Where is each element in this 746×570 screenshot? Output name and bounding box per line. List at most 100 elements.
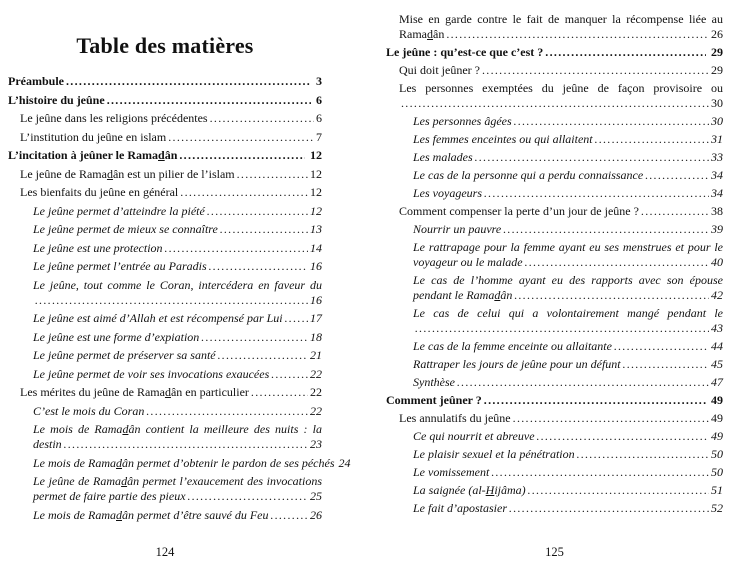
dot-leader: ........................................… xyxy=(168,129,314,144)
toc-entry: Le cas de celui qui a volontairement man… xyxy=(386,306,723,336)
toc-entry-text: Le jeûne dans les religions précédentes xyxy=(20,111,208,125)
dot-leader: ........................................… xyxy=(250,385,308,399)
toc-entry: Comment compenser la perte d’un jour de … xyxy=(386,204,723,219)
toc-entry: Le plaisir sexuel et la pénétration.....… xyxy=(386,447,723,462)
toc-entry-leader-row: Nourrir un pauvre.......................… xyxy=(413,222,723,237)
toc-entry-text: Le jeûne de Ramadân permet l’exaucement … xyxy=(33,474,322,488)
toc-entry-leader-row: Les personnes âgées.....................… xyxy=(413,114,723,129)
dot-leader: ........................................… xyxy=(536,429,709,443)
toc-entry: Le jeûne est une forme d’expiation......… xyxy=(8,330,322,345)
dot-leader: ........................................… xyxy=(179,148,305,162)
toc-entry: Le fait d’apostasier....................… xyxy=(386,501,723,516)
toc-entry-leader-row: Synthèse................................… xyxy=(413,375,723,390)
toc-entry-text: Les bienfaits du jeûne en général xyxy=(20,185,179,199)
toc-entry-page-number: 26 xyxy=(310,507,322,522)
toc-entry-text: Comment compenser la perte d’un jour de … xyxy=(399,204,639,218)
toc-entry-leader-row: L’incitation à jeûner le Ramadân........… xyxy=(8,148,322,163)
toc-entries-right: Mise en garde contre le fait de manquer … xyxy=(386,12,723,519)
toc-entry-page-number: 22 xyxy=(310,366,322,381)
toc-entry-page-number: 16 xyxy=(310,292,322,307)
toc-entry-leader-row: La saignée (al-Hijâma)..................… xyxy=(413,483,723,498)
toc-entry-text: Le jeûne permet de voir ses invocations … xyxy=(33,366,270,381)
toc-entry-page-number: 49 xyxy=(711,411,723,425)
toc-entry: La saignée (al-Hijâma)..................… xyxy=(386,483,723,498)
page-number-left: 124 xyxy=(155,545,175,559)
toc-entry-leader-row: Le jeûne est une protection.............… xyxy=(33,241,322,256)
dot-leader: ........................................… xyxy=(622,357,709,371)
dot-leader: ........................................… xyxy=(106,92,311,107)
toc-entry-text: Le cas de celui qui a volontairement man… xyxy=(413,306,723,320)
toc-entry-text: Le cas de l’homme ayant eu des rapports … xyxy=(413,273,723,287)
toc-entry: Nourrir un pauvre.......................… xyxy=(386,222,723,237)
toc-entry: Le jeûne permet de voir ses invocations … xyxy=(8,367,322,382)
toc-entry-text: Ce qui nourrit et abreuve xyxy=(413,429,535,443)
toc-entry-page-number: 17 xyxy=(310,311,322,325)
toc-entry-text: Le jeûne est une protection xyxy=(33,240,163,255)
toc-entry: Le jeûne de Ramadân est un pilier de l’i… xyxy=(8,167,322,182)
toc-entry-leader-row: Préambule...............................… xyxy=(8,74,322,89)
dot-leader: ........................................… xyxy=(594,132,709,146)
toc-entry-page-number: 6 xyxy=(316,92,322,107)
toc-entry-text: Le rattrapage pour la femme ayant eu ses… xyxy=(413,240,723,254)
toc-entry: Le jeûne de Ramadân permet l’exaucement … xyxy=(8,474,322,504)
dot-leader: ........................................… xyxy=(201,329,308,344)
toc-entry-text: C’est le mois du Coran xyxy=(33,403,145,418)
toc-entry-text: Le jeûne : qu’est-ce que c’est ? xyxy=(386,45,544,59)
dot-leader: ........................................… xyxy=(524,255,709,269)
dot-leader: ........................................… xyxy=(63,437,308,451)
toc-entry: C’est le mois du Coran..................… xyxy=(8,404,322,419)
toc-entry-page-number: 18 xyxy=(310,329,322,344)
toc-entry-leader-row: Le jeûne dans les religions précédentes.… xyxy=(20,111,322,126)
toc-entry-text: Les personnes exemptées du jeûne de faço… xyxy=(399,81,723,95)
toc-entry-text: Le plaisir sexuel et la pénétration xyxy=(413,447,575,461)
toc-entry-leader-row: Le jeûne est aimé d’Allah et est récompe… xyxy=(33,311,322,326)
toc-entry-leader-row: L’institution du jeûne en islam.........… xyxy=(20,130,322,145)
toc-entry-text: Le mois de Ramadân permet d’obtenir le p… xyxy=(33,455,335,470)
toc-entry-page-number: 44 xyxy=(711,339,723,353)
toc-entry-leader-row: Les annulatifs du jeûne.................… xyxy=(399,411,723,426)
toc-entry-leader-row: Les mérites du jeûne de Ramadân en parti… xyxy=(20,385,322,400)
toc-entry-leader-row: Rattraper les jours de jeûne pour un déf… xyxy=(413,357,723,372)
toc-entry-page-number: 38 xyxy=(711,204,723,218)
dot-leader: ........................................… xyxy=(474,150,709,164)
toc-entry-leader-row: Le plaisir sexuel et la pénétration.....… xyxy=(413,447,723,462)
toc-entry: Le cas de l’homme ayant eu des rapports … xyxy=(386,273,723,303)
toc-entry-page-number: 23 xyxy=(310,437,322,451)
toc-entry-leader-row: Le jeûne est une forme d’expiation......… xyxy=(33,330,322,345)
toc-entry-text: Rattraper les jours de jeûne pour un déf… xyxy=(413,357,621,371)
dot-leader: ........................................… xyxy=(576,447,709,461)
toc-entry-page-number: 39 xyxy=(711,222,723,236)
toc-entry-leader-row: Le jeûne de Ramadân est un pilier de l’i… xyxy=(20,167,322,182)
dot-leader: ........................................… xyxy=(401,96,709,110)
toc-entry: Le jeûne : qu’est-ce que c’est ?........… xyxy=(386,45,723,60)
toc-entry-text: Le jeûne permet d’atteindre la piété xyxy=(33,203,205,218)
dot-leader: ........................................… xyxy=(187,489,308,503)
toc-entry: Le jeûne, tout comme le Coran, intercéde… xyxy=(8,278,322,308)
toc-entry-page-number: 25 xyxy=(310,489,322,503)
toc-entry: L’incitation à jeûner le Ramadân........… xyxy=(8,148,322,163)
toc-entry-page-number: 12 xyxy=(310,148,322,162)
toc-entry-page-number: 12 xyxy=(310,203,322,218)
toc-entry: Ce qui nourrit et abreuve...............… xyxy=(386,429,723,444)
toc-entry-page-number: 6 xyxy=(316,111,322,125)
toc-entry-leader-row: Le jeûne : qu’est-ce que c’est ?........… xyxy=(386,45,723,60)
toc-entry-leader-row: Le jeûne permet de voir ses invocations … xyxy=(33,367,322,382)
toc-entry: Le cas de la femme enceinte ou allaitant… xyxy=(386,339,723,354)
toc-entry-page-number: 29 xyxy=(711,45,723,59)
toc-entry: Les personnes exemptées du jeûne de faço… xyxy=(386,81,723,111)
toc-entry-page-number: 34 xyxy=(711,168,723,182)
toc-entry-leader-row: Les femmes enceintes ou qui allaitent...… xyxy=(413,132,723,147)
dot-leader: ........................................… xyxy=(236,166,308,181)
toc-entry-leader-row: Le mois de Ramadân permet d’être sauvé d… xyxy=(33,508,322,523)
toc-entry-page-number: 34 xyxy=(711,186,723,200)
toc-entry: Les femmes enceintes ou qui allaitent...… xyxy=(386,132,723,147)
toc-entry: Les bienfaits du jeûne en général.......… xyxy=(8,185,322,200)
dot-leader: ........................................… xyxy=(217,348,308,362)
toc-entry: Le rattrapage pour la femme ayant eu ses… xyxy=(386,240,723,270)
toc-entry-leader-row: Le cas de la femme enceinte ou allaitant… xyxy=(413,339,723,354)
toc-entry: Le mois de Ramadân contient la meilleure… xyxy=(8,422,322,452)
toc-entry-text: Les annulatifs du jeûne xyxy=(399,411,511,425)
dot-leader: ........................................… xyxy=(206,203,308,218)
toc-entry-page-number: 31 xyxy=(711,132,723,146)
